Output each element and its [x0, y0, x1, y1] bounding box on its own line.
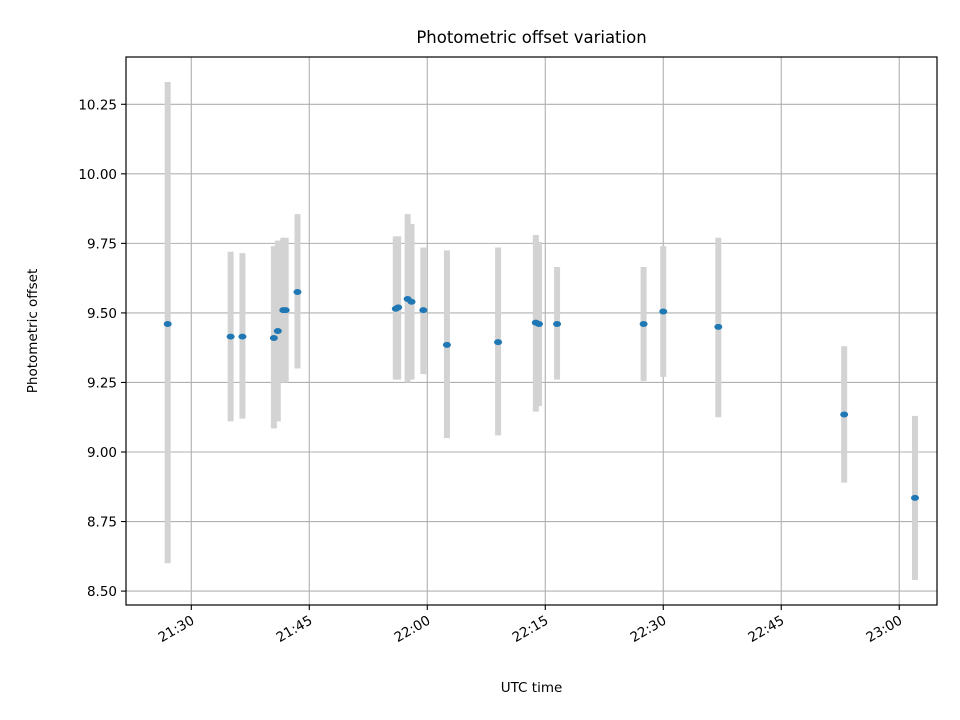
- data-point: [407, 298, 416, 305]
- data-point: [494, 339, 503, 346]
- plot-frame: [125, 56, 938, 606]
- y-tick-label: 9.00: [87, 445, 117, 461]
- y-tick-label: 9.50: [87, 306, 117, 322]
- data-point: [238, 333, 247, 340]
- chart-title: Photometric offset variation: [416, 28, 646, 47]
- data-point: [659, 308, 668, 315]
- y-tick-label: 9.25: [87, 375, 117, 391]
- data-point: [714, 323, 723, 330]
- y-tick-label: 9.75: [87, 236, 117, 252]
- y-tick-label: 10.25: [78, 97, 117, 113]
- data-point: [419, 307, 428, 314]
- y-tick-label: 8.50: [87, 584, 117, 600]
- data-point: [163, 321, 172, 328]
- data-point: [273, 328, 282, 334]
- data-point: [639, 321, 648, 328]
- data-point: [553, 321, 562, 328]
- data-point: [910, 494, 919, 501]
- data-point: [534, 321, 543, 328]
- data-point: [394, 304, 403, 311]
- data-point: [281, 307, 290, 314]
- data-point: [269, 334, 278, 341]
- data-point: [226, 333, 235, 340]
- data-point: [442, 341, 451, 348]
- point-layer: [163, 289, 919, 501]
- y-axis-label: Photometric offset: [25, 269, 41, 393]
- y-axis: 8.50 8.75 9.00 9.25 9.50 9.75 10.00 10.25: [78, 97, 126, 600]
- y-tick-label: 8.75: [87, 515, 117, 531]
- x-axis-label: UTC time: [501, 680, 563, 696]
- y-tick-label: 10.00: [78, 167, 117, 183]
- data-point: [293, 289, 302, 296]
- data-point: [840, 411, 849, 418]
